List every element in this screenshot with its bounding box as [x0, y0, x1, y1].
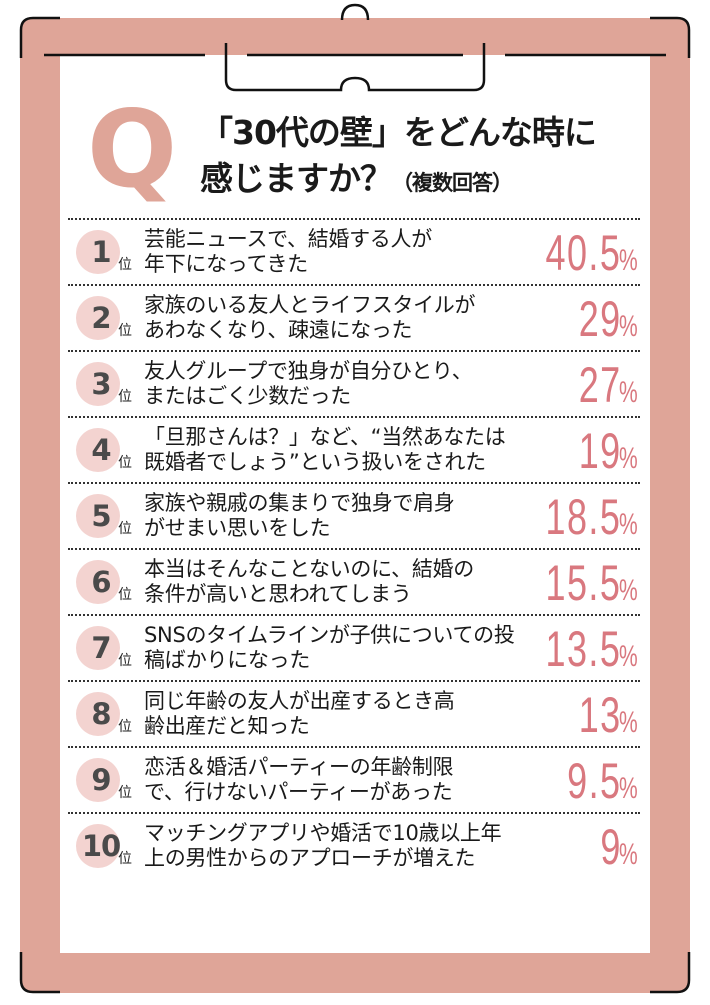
percentage-value: 19	[578, 423, 622, 479]
percentage-value: 9	[599, 819, 622, 875]
item-percentage: 9.5%	[546, 754, 640, 808]
percentage-value: 9.5	[566, 753, 622, 809]
ranking-row: 5 位 家族や親戚の集まりで独身で肩身 がせまい思いをした 18.5%	[68, 482, 640, 548]
rank-circle-icon	[76, 692, 120, 736]
rank-number: 2	[91, 301, 111, 335]
rank-number: 6	[91, 565, 111, 599]
rank-circle-icon	[76, 362, 120, 406]
percentage-value: 29	[578, 291, 622, 347]
rank-number: 8	[91, 697, 111, 731]
ranking-list: 1 位 芸能ニュースで、結婚する人が 年下になってきた 40.5% 2 位 家族…	[68, 218, 640, 878]
rank-suffix: 位	[118, 587, 132, 603]
percent-unit: %	[619, 706, 638, 739]
rank-circle-icon	[76, 824, 120, 868]
rank-number: 5	[91, 499, 111, 533]
question-title: 「30代の壁」をどんな時に 感じますか？（複数回答）	[200, 110, 597, 206]
percent-unit: %	[619, 772, 638, 805]
item-description: 友人グループで独身が自分ひとり、 またはごく少数だった	[144, 359, 473, 408]
percentage-value: 40.5	[545, 225, 622, 281]
item-percentage: 13.5%	[516, 622, 640, 676]
percentage-value: 13	[578, 687, 622, 743]
percent-unit: %	[619, 508, 638, 541]
ranking-row: 1 位 芸能ニュースで、結婚する人が 年下になってきた 40.5%	[68, 218, 640, 284]
item-description: 「旦那さんは？」など、“当然あなたは 既婚者でしょう”という扱いをされた	[144, 425, 506, 474]
rank-number: 3	[91, 367, 111, 401]
rank-circle-icon	[76, 296, 120, 340]
item-description: 家族や親戚の集まりで独身で肩身 がせまい思いをした	[144, 491, 455, 540]
item-description: 恋活＆婚活パーティーの年齢制限 で、行けないパーティーがあった	[144, 755, 454, 804]
rank-number: 7	[91, 631, 111, 665]
title-line-1: 「30代の壁」をどんな時に	[200, 113, 597, 152]
ranking-row: 9 位 恋活＆婚活パーティーの年齢制限 で、行けないパーティーがあった 9.5%	[68, 746, 640, 812]
percent-unit: %	[619, 376, 638, 409]
q-icon: Q	[86, 88, 178, 211]
ranking-row: 4 位 「旦那さんは？」など、“当然あなたは 既婚者でしょう”という扱いをされた…	[68, 416, 640, 482]
rank-circle-icon	[76, 428, 120, 472]
rank-number: 4	[91, 433, 111, 467]
item-percentage: 19%	[562, 424, 640, 478]
percent-unit: %	[619, 310, 638, 343]
item-description: 芸能ニュースで、結婚する人が 年下になってきた	[144, 227, 432, 276]
item-percentage: 40.5%	[516, 226, 640, 280]
item-percentage: 15.5%	[516, 556, 640, 610]
percentage-value: 15.5	[545, 555, 622, 611]
rank-number: 1	[91, 235, 111, 269]
rank-number: 10	[81, 829, 121, 863]
item-description: マッチングアプリや婚活で10歳以上年 上の男性からのアプローチが増えた	[144, 821, 502, 870]
ranking-row: 6 位 本当はそんなことないのに、結婚の 条件が高いと思われてしまう 15.5%	[68, 548, 640, 614]
title-note: （複数回答）	[392, 171, 513, 195]
ranking-row: 2 位 家族のいる友人とライフスタイルが あわなくなり、疎遠になった 29%	[68, 284, 640, 350]
percent-unit: %	[619, 838, 638, 871]
item-description: 家族のいる友人とライフスタイルが あわなくなり、疎遠になった	[144, 293, 476, 342]
rank-circle-icon	[76, 494, 120, 538]
ranking-row: 7 位 SNSのタイムラインが子供についての投稿ばかりになった 13.5%	[68, 614, 640, 680]
rank-suffix: 位	[118, 389, 132, 405]
rank-suffix: 位	[118, 323, 132, 339]
percentage-value: 18.5	[545, 489, 622, 545]
percent-unit: %	[619, 442, 638, 475]
rank-suffix: 位	[118, 785, 132, 801]
percentage-value: 27	[578, 357, 622, 413]
rank-circle-icon	[76, 626, 120, 670]
item-percentage: 9%	[592, 820, 641, 874]
ranking-row: 3 位 友人グループで独身が自分ひとり、 またはごく少数だった 27%	[68, 350, 640, 416]
rank-suffix: 位	[118, 851, 132, 867]
rank-number: 9	[91, 763, 111, 797]
title-line-2: 感じますか？（複数回答）	[200, 156, 596, 206]
percentage-value: 13.5	[545, 621, 622, 677]
rank-circle-icon	[76, 230, 120, 274]
item-description: SNSのタイムラインが子供についての投稿ばかりになった	[144, 623, 515, 672]
rank-circle-icon	[76, 560, 120, 604]
rank-suffix: 位	[118, 719, 132, 735]
item-percentage: 18.5%	[516, 490, 640, 544]
ranking-row: 10 位 マッチングアプリや婚活で10歳以上年 上の男性からのアプローチが増えた…	[68, 812, 640, 878]
item-percentage: 13%	[562, 688, 640, 742]
item-percentage: 29%	[562, 292, 640, 346]
item-description: 同じ年齢の友人が出産するとき高 齢出産だと知った	[144, 689, 455, 738]
percent-unit: %	[619, 574, 638, 607]
item-description: 本当はそんなことないのに、結婚の 条件が高いと思われてしまう	[144, 557, 474, 606]
ranking-row: 8 位 同じ年齢の友人が出産するとき高 齢出産だと知った 13%	[68, 680, 640, 746]
rank-suffix: 位	[118, 521, 132, 537]
rank-suffix: 位	[118, 455, 132, 471]
item-percentage: 27%	[562, 358, 640, 412]
percent-unit: %	[619, 640, 638, 673]
clipboard-paper	[60, 55, 650, 953]
rank-circle-icon	[76, 758, 120, 802]
title-line-2-text: 感じますか？	[200, 159, 393, 198]
percent-unit: %	[619, 244, 638, 277]
rank-suffix: 位	[118, 257, 132, 273]
rank-suffix: 位	[118, 653, 132, 669]
